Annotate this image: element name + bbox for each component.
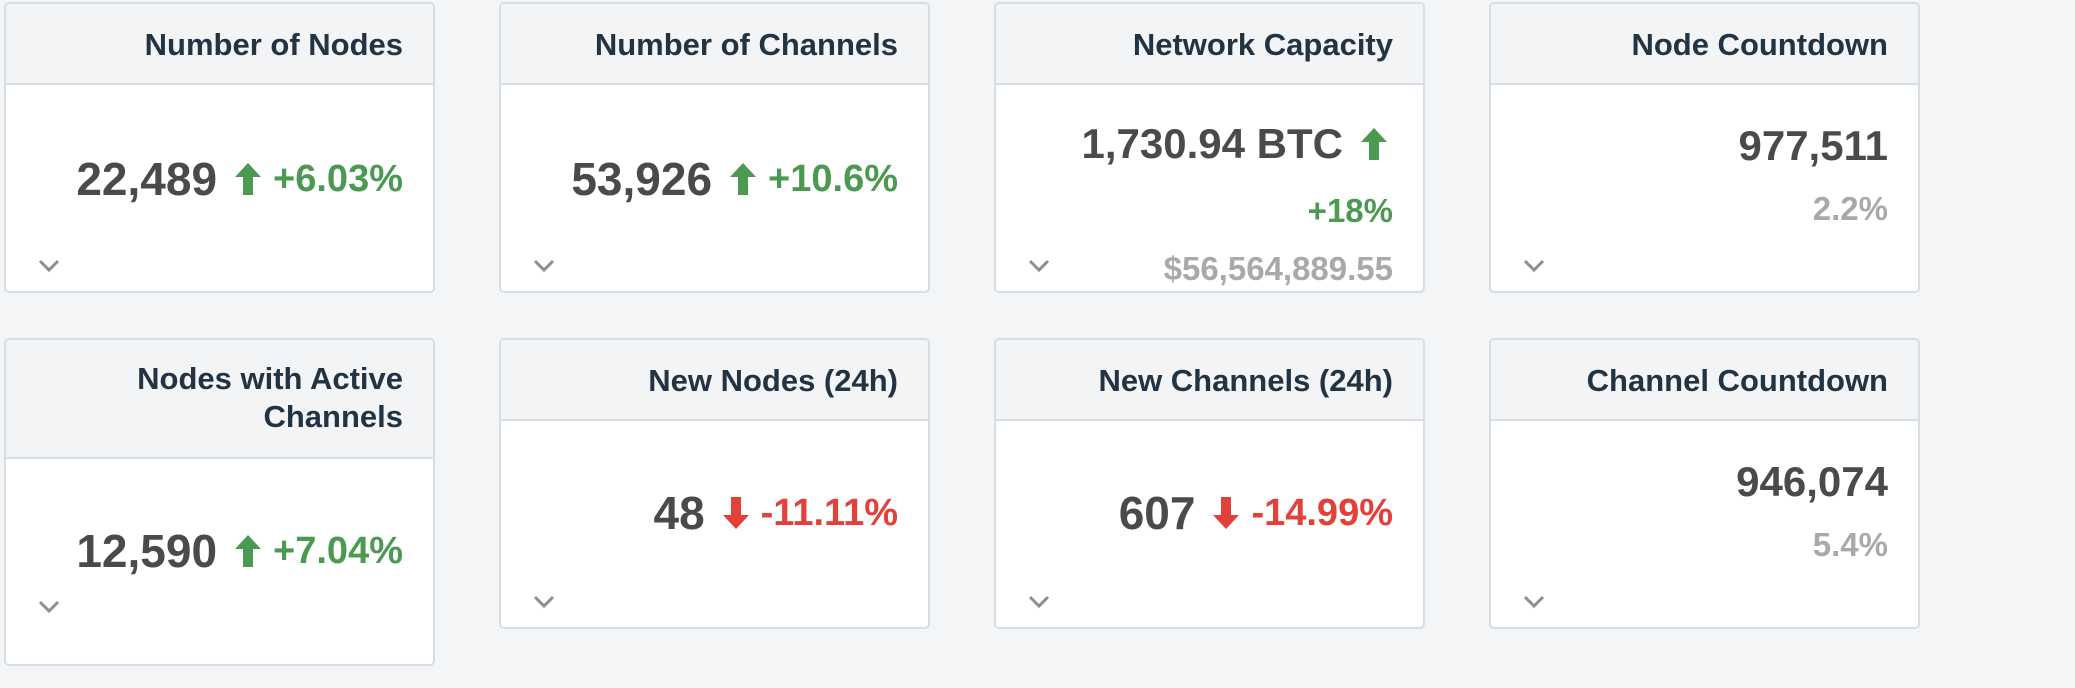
stat-card-network-capacity: Network Capacity 1,730.94 BTC +18% $56,5… [994, 2, 1425, 293]
metric-change-row: +18% [1302, 192, 1393, 230]
metric-value: 1,730.94 BTC [1081, 120, 1343, 167]
chevron-down-icon[interactable] [1523, 259, 1545, 273]
stat-card-nodes-with-active-channels: Nodes with Active Channels 12,590 +7.04% [4, 338, 435, 666]
metric-value: 48 [653, 487, 705, 539]
chevron-down-icon[interactable] [533, 595, 555, 609]
card-title: Number of Channels [501, 4, 928, 85]
metric-percent: 2.2% [1812, 190, 1888, 227]
metric: 53,926 +10.6% [571, 152, 898, 206]
metric: 946,074 [1736, 458, 1888, 506]
stat-card-new-channels-24h: New Channels (24h) 607 -14.99% [994, 338, 1425, 629]
chevron-down-icon[interactable] [533, 259, 555, 273]
stat-card-number-of-channels: Number of Channels 53,926 +10.6% [499, 2, 930, 293]
card-title: Number of Nodes [6, 4, 433, 85]
card-title: Network Capacity [996, 4, 1423, 85]
card-title: Channel Countdown [1491, 340, 1918, 421]
chevron-down-icon[interactable] [1028, 259, 1050, 273]
arrow-down-icon [722, 497, 749, 529]
fiat-value: $56,564,889.55 [1163, 250, 1393, 287]
card-title: Nodes with Active Channels [6, 340, 433, 459]
metric: 1,730.94 BTC [1082, 120, 1393, 168]
arrow-up-icon [1361, 128, 1387, 160]
metric-percent: 5.4% [1812, 526, 1888, 563]
metric: 12,590 +7.04% [76, 524, 403, 578]
card-title: New Nodes (24h) [501, 340, 928, 421]
stat-card-number-of-nodes: Number of Nodes 22,489 +6.03% [4, 2, 435, 293]
metric-value: 53,926 [571, 153, 713, 205]
metric: 607 -14.99% [1119, 486, 1393, 540]
chevron-down-icon[interactable] [38, 600, 60, 614]
arrow-up-icon [235, 163, 262, 195]
arrow-up-icon [730, 163, 757, 195]
metric-value: 22,489 [76, 153, 218, 205]
metric-change: +18% [1307, 192, 1393, 229]
stat-card-new-nodes-24h: New Nodes (24h) 48 -11.11% [499, 338, 930, 629]
metric: 977,511 [1738, 122, 1888, 170]
card-title: Node Countdown [1491, 4, 1918, 85]
chevron-down-icon[interactable] [1028, 595, 1050, 609]
metric-change: -11.11% [760, 491, 898, 534]
metric-change: -14.99% [1251, 491, 1393, 534]
metric: 48 -11.11% [653, 486, 898, 540]
metric-change: +10.6% [768, 157, 898, 200]
metric-value: 946,074 [1736, 458, 1888, 505]
stat-card-channel-countdown: Channel Countdown 946,074 5.4% [1489, 338, 1920, 629]
metric: 22,489 +6.03% [76, 152, 403, 206]
arrow-up-icon [235, 535, 262, 567]
stat-card-node-countdown: Node Countdown 977,511 2.2% [1489, 2, 1920, 293]
metric-value: 607 [1118, 487, 1196, 539]
chevron-down-icon[interactable] [1523, 595, 1545, 609]
metric-value: 977,511 [1738, 122, 1888, 169]
arrow-down-icon [1213, 497, 1240, 529]
metric-change: +6.03% [273, 157, 403, 200]
card-title: New Channels (24h) [996, 340, 1423, 421]
metric-value: 12,590 [76, 525, 218, 577]
chevron-down-icon[interactable] [38, 259, 60, 273]
metric-change: +7.04% [273, 529, 403, 572]
